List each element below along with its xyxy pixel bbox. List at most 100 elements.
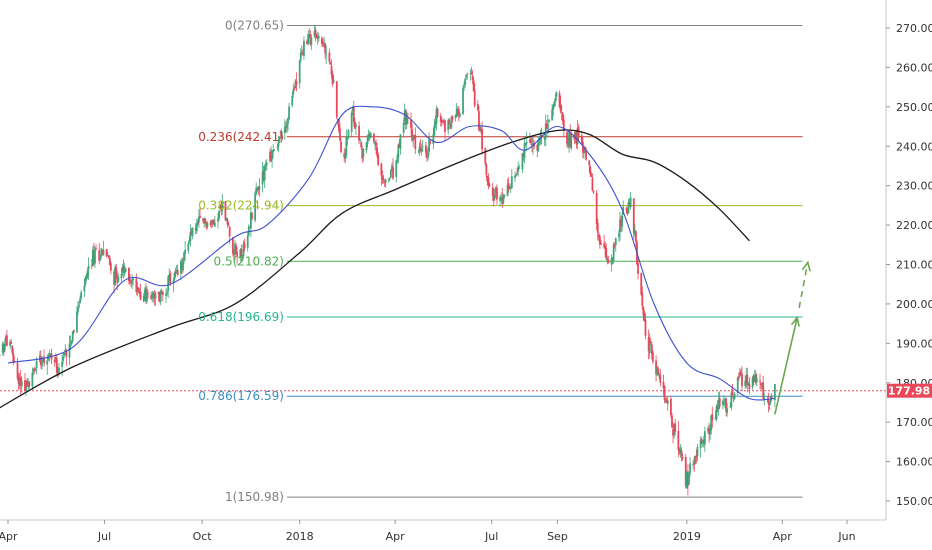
candle-body-284: [414, 135, 417, 150]
candle-body-225: [328, 52, 331, 62]
candle-body-88: [123, 270, 126, 274]
candle-body-80: [113, 271, 115, 285]
candle-body-315: [462, 87, 464, 115]
y-tick-label-11: 260.00: [896, 61, 932, 74]
candle-body-118: [168, 275, 171, 277]
candle-body-117: [167, 276, 170, 291]
candle-body-198: [287, 117, 289, 124]
candle-body-450: [662, 381, 665, 388]
candle-body-161: [233, 253, 235, 255]
candle-body-478: [702, 439, 705, 443]
candle-body-494: [726, 408, 729, 413]
candle-body-13: [12, 353, 15, 363]
candle-body-179: [258, 186, 261, 191]
candle-body-197: [286, 124, 288, 128]
candle-body-6: [2, 345, 5, 353]
candle-body-77: [107, 255, 110, 258]
candle-body-66: [91, 249, 94, 267]
candle-body-324: [473, 90, 476, 106]
candle-body-250: [365, 142, 368, 151]
candle-body-445: [655, 360, 657, 375]
candle-body-256: [374, 141, 376, 144]
candle-body-212: [308, 35, 311, 36]
x-tick-label-3: 2018: [286, 530, 314, 543]
candle-body-218: [316, 36, 319, 39]
candle-body-410: [603, 243, 606, 248]
candle-body-189: [273, 149, 276, 151]
candle-body-48: [64, 349, 67, 352]
candle-body-23: [27, 382, 30, 387]
y-tick-label-4: 190.00: [896, 337, 932, 350]
candle-body-116: [166, 292, 169, 294]
candle-body-330: [484, 148, 487, 164]
candle-body-497: [731, 391, 734, 396]
candle-body-120: [172, 280, 175, 283]
candle-body-124: [176, 269, 179, 275]
candle-body-108: [153, 293, 156, 298]
candle-body-427: [627, 201, 630, 214]
ma-long-line: [0, 129, 750, 409]
candle-body-448: [658, 373, 661, 377]
candle-body-426: [626, 209, 629, 215]
candle-body-205: [298, 60, 301, 84]
candle-body-172: [248, 227, 251, 228]
candle-body-28: [34, 369, 37, 371]
candle-body-236: [344, 153, 347, 159]
candle-body-37: [48, 354, 51, 357]
candle-body-262: [382, 178, 385, 181]
candle-body-148: [212, 220, 215, 225]
candle-body-201: [292, 89, 295, 95]
candle-body-40: [53, 360, 56, 363]
candle-body-444: [651, 352, 654, 362]
candle-body-49: [65, 350, 68, 357]
candle-body-429: [629, 197, 632, 208]
candle-body-294: [429, 141, 432, 144]
candle-body-280: [410, 119, 412, 129]
candle-body-121: [173, 273, 176, 280]
candle-body-174: [251, 212, 253, 219]
candle-body-479: [703, 431, 706, 445]
y-tick-label-12: 270.00: [896, 22, 932, 35]
candle-body-328: [480, 129, 482, 131]
candle-body-507: [746, 374, 749, 385]
candle-body-430: [632, 198, 635, 233]
candle-body-221: [322, 42, 324, 45]
candle-body-360: [528, 139, 531, 143]
candle-body-525: [773, 384, 776, 401]
candle-body-222: [323, 42, 325, 45]
candle-body-213: [309, 34, 312, 44]
candle-body-489: [718, 398, 721, 407]
candle-body-374: [548, 119, 550, 123]
candle-body-184: [265, 162, 268, 165]
candle-body-521: [767, 400, 770, 405]
candle-body-84: [117, 277, 120, 282]
candle-body-101: [143, 289, 146, 297]
candle-body-24: [28, 381, 31, 387]
x-tick-label-5: Jul: [484, 530, 498, 543]
candle-body-272: [397, 144, 400, 158]
candle-body-502: [738, 372, 741, 376]
candle-body-19: [20, 380, 23, 387]
candle-body-503: [740, 371, 742, 375]
candle-body-411: [604, 246, 607, 249]
candle-body-437: [642, 306, 645, 315]
candle-body-59: [80, 292, 83, 298]
candle-body-504: [741, 374, 743, 387]
candle-body-393: [576, 127, 579, 144]
candle-body-515: [759, 380, 761, 382]
candle-body-224: [325, 54, 328, 56]
candle-body-141: [203, 218, 206, 224]
candle-body-370: [543, 137, 546, 140]
candle-body-257: [375, 142, 377, 146]
candle-body-358: [524, 143, 527, 145]
candle-body-86: [121, 267, 124, 273]
candle-body-259: [377, 154, 380, 165]
candle-body-97: [137, 287, 140, 292]
candle-body-421: [619, 219, 621, 233]
candle-body-391: [574, 132, 577, 139]
candle-body-106: [151, 294, 154, 299]
candle-body-313: [457, 109, 460, 116]
candle-body-475: [699, 440, 702, 449]
candle-body-114: [161, 292, 164, 295]
